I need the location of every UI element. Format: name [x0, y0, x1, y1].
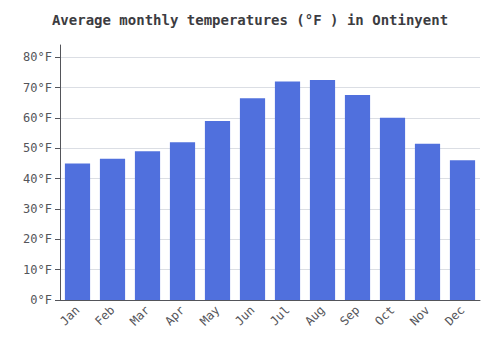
svg-text:10°F: 10°F [23, 263, 52, 277]
svg-text:Jan: Jan [57, 303, 82, 328]
svg-text:May: May [197, 303, 222, 328]
svg-text:80°F: 80°F [23, 50, 52, 64]
svg-text:30°F: 30°F [23, 202, 52, 216]
svg-text:60°F: 60°F [23, 111, 52, 125]
svg-text:Mar: Mar [127, 303, 152, 328]
svg-text:Dec: Dec [442, 303, 467, 328]
svg-text:Aug: Aug [302, 303, 327, 328]
svg-text:70°F: 70°F [23, 81, 52, 95]
svg-text:Nov: Nov [407, 303, 432, 328]
svg-text:0°F: 0°F [30, 293, 52, 307]
svg-text:Apr: Apr [162, 303, 187, 328]
svg-text:20°F: 20°F [23, 232, 52, 246]
svg-text:Oct: Oct [372, 303, 397, 328]
svg-text:Sep: Sep [337, 303, 362, 328]
svg-text:Average monthly temperatures (: Average monthly temperatures (°F ) in On… [52, 12, 448, 28]
svg-text:50°F: 50°F [23, 141, 52, 155]
svg-text:Feb: Feb [92, 303, 117, 328]
svg-text:Jul: Jul [267, 303, 292, 328]
svg-text:Jun: Jun [232, 303, 257, 328]
svg-text:40°F: 40°F [23, 172, 52, 186]
